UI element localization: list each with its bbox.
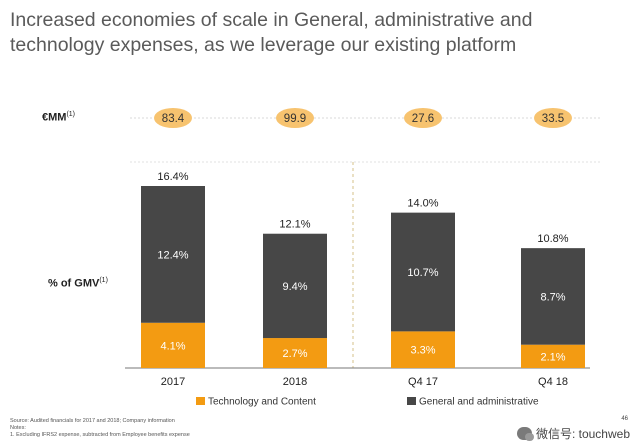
segment-label-tech-content: 2.1% bbox=[540, 351, 565, 363]
eur-mm-value: 83.4 bbox=[162, 113, 185, 125]
bar-general-admin bbox=[391, 212, 455, 332]
gmv-footnote: (1) bbox=[99, 277, 108, 284]
legend-label-tech-content: Technology and Content bbox=[208, 397, 316, 408]
slide-title: Increased economies of scale in General,… bbox=[10, 9, 533, 56]
category-tick-label: 2017 bbox=[161, 376, 185, 388]
segment-label-tech-content: 3.3% bbox=[410, 345, 435, 357]
eur-mm-value: 27.6 bbox=[412, 113, 434, 125]
bar-general-admin bbox=[263, 233, 327, 339]
bar-tech-content bbox=[263, 338, 327, 368]
category-tick-label: Q4 18 bbox=[538, 376, 568, 388]
segment-label-general-admin: 12.4% bbox=[157, 249, 188, 261]
footer-notes: Notes: bbox=[10, 425, 26, 431]
eur-mm-footnote: (1) bbox=[66, 111, 76, 118]
legend-swatch-general-admin bbox=[407, 397, 416, 405]
footer-source: Source: Audited financials for 2017 and … bbox=[10, 418, 175, 424]
segment-label-general-admin: 10.7% bbox=[407, 267, 438, 279]
bar-general-admin bbox=[141, 186, 205, 323]
eur-mm-pill bbox=[154, 108, 192, 128]
gmv-label-text: % of GMV bbox=[48, 277, 100, 290]
page-number: 46 bbox=[621, 416, 628, 422]
eur-mm-value: 33.5 bbox=[542, 113, 564, 125]
wechat-icon bbox=[516, 427, 534, 441]
category-tick-label: Q4 17 bbox=[408, 376, 438, 388]
segment-label-tech-content: 2.7% bbox=[282, 348, 307, 360]
category-tick-label: 2018 bbox=[283, 376, 307, 388]
bar-tech-content bbox=[141, 322, 205, 368]
eur-mm-value: 99.9 bbox=[284, 113, 306, 125]
total-label: 12.1% bbox=[279, 219, 310, 231]
segment-label-general-admin: 9.4% bbox=[282, 281, 307, 293]
bar-general-admin bbox=[521, 248, 585, 345]
watermark-text: 微信号: touchweb bbox=[535, 427, 630, 441]
eur-mm-label-text: €MM bbox=[42, 111, 67, 124]
total-label: 16.4% bbox=[157, 171, 188, 183]
segment-label-general-admin: 8.7% bbox=[540, 291, 565, 303]
watermark: 微信号: touchweb bbox=[512, 424, 634, 443]
eur-mm-pill bbox=[276, 108, 314, 128]
bar-tech-content bbox=[521, 344, 585, 368]
total-label: 14.0% bbox=[407, 198, 438, 210]
total-label: 10.8% bbox=[537, 233, 568, 245]
footer-note-1: 1. Excluding IFRS2 expense, subtracted f… bbox=[10, 432, 190, 438]
gmv-label: % of GMV(1) bbox=[48, 277, 108, 290]
eur-mm-label: €MM(1) bbox=[42, 111, 75, 124]
legend-swatch-tech-content bbox=[196, 397, 205, 405]
eur-mm-pill bbox=[534, 108, 572, 128]
eur-mm-pill bbox=[404, 108, 442, 128]
bar-tech-content bbox=[391, 331, 455, 368]
legend-label-general-admin: General and administrative bbox=[419, 397, 539, 408]
segment-label-tech-content: 4.1% bbox=[160, 340, 185, 352]
footer: Source: Audited financials for 2017 and … bbox=[10, 418, 190, 439]
